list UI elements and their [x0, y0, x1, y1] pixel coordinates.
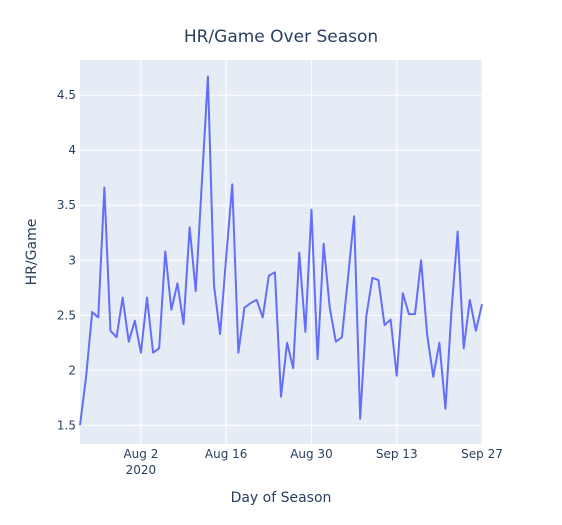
- x-tick-label: Sep 13: [376, 447, 418, 461]
- x-axis-title: Day of Season: [231, 490, 332, 506]
- y-tick-label: 1.5: [57, 418, 76, 432]
- y-tick-label: 3: [68, 253, 76, 267]
- y-tick-label: 4.5: [57, 88, 76, 102]
- x-tick-label: Aug 16: [205, 447, 248, 461]
- y-axis-ticks: 1.5 2 2.5 3 3.5 4 4.5: [57, 88, 76, 432]
- y-tick-label: 4: [68, 143, 76, 157]
- x-tick-label: Aug 30: [290, 447, 333, 461]
- y-tick-label: 2: [68, 363, 76, 377]
- series-group: [79, 75, 483, 426]
- gridlines: [80, 60, 483, 444]
- y-tick-label: 2.5: [57, 308, 76, 322]
- chart-title: HR/Game Over Season: [184, 27, 378, 47]
- x-axis-ticks: Aug 2 2020 Aug 16 Aug 30 Sep 13 Sep 27: [123, 447, 502, 477]
- x-tick-label: Aug 2: [123, 447, 158, 461]
- x-tick-label: Sep 27: [461, 447, 503, 461]
- y-axis-title: HR/Game: [24, 219, 40, 286]
- series-line: [79, 75, 483, 426]
- x-tick-sublabel: 2020: [126, 463, 157, 477]
- y-tick-label: 3.5: [57, 198, 76, 212]
